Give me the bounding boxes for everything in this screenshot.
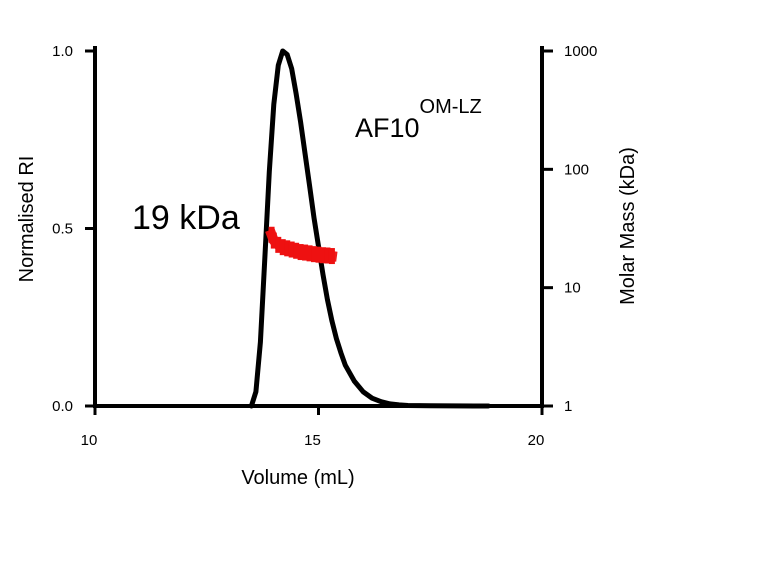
molar-mass-point	[302, 244, 309, 261]
molar-mass-point	[284, 240, 291, 257]
molar-mass-point	[311, 246, 318, 263]
y-right-tick-label: 1	[564, 398, 572, 415]
x-tick-label: 10	[81, 432, 98, 449]
y-left-tick-label: 0.0	[52, 398, 73, 415]
ri-trace-line	[248, 48, 491, 409]
y-right-tick-label: 10	[564, 280, 581, 297]
y-right-tick-label: 1000	[564, 43, 597, 60]
molar-mass-point	[288, 241, 295, 258]
y-right-tick-label: 100	[564, 161, 589, 178]
mass-label: 19 kDa	[132, 199, 240, 237]
y-axis-left-label: Normalised RI	[16, 156, 38, 283]
molar-mass-point	[279, 239, 286, 256]
y-axis-right-label: Molar Mass (kDa)	[617, 147, 639, 305]
molar-mass-point	[324, 247, 331, 264]
molar-mass-point	[306, 245, 313, 262]
x-tick-label: 15	[304, 432, 321, 449]
molar-mass-point	[319, 247, 326, 264]
molar-mass-point	[293, 242, 300, 259]
molar-mass-point	[275, 236, 282, 253]
x-tick-label: 20	[528, 432, 545, 449]
y-left-tick-label: 0.5	[52, 221, 73, 238]
molar-mass-point	[297, 244, 304, 261]
sample-label: AF10OM-LZ	[355, 96, 482, 143]
molar-mass-point	[270, 232, 277, 249]
molar-mass-point	[328, 248, 335, 265]
sample-label-sup: OM-LZ	[420, 96, 482, 118]
sample-label-base: AF10	[355, 113, 420, 143]
molar-mass-point	[315, 246, 322, 263]
y-left-tick-label: 1.0	[52, 43, 73, 60]
x-axis-label: Volume (mL)	[241, 467, 354, 489]
